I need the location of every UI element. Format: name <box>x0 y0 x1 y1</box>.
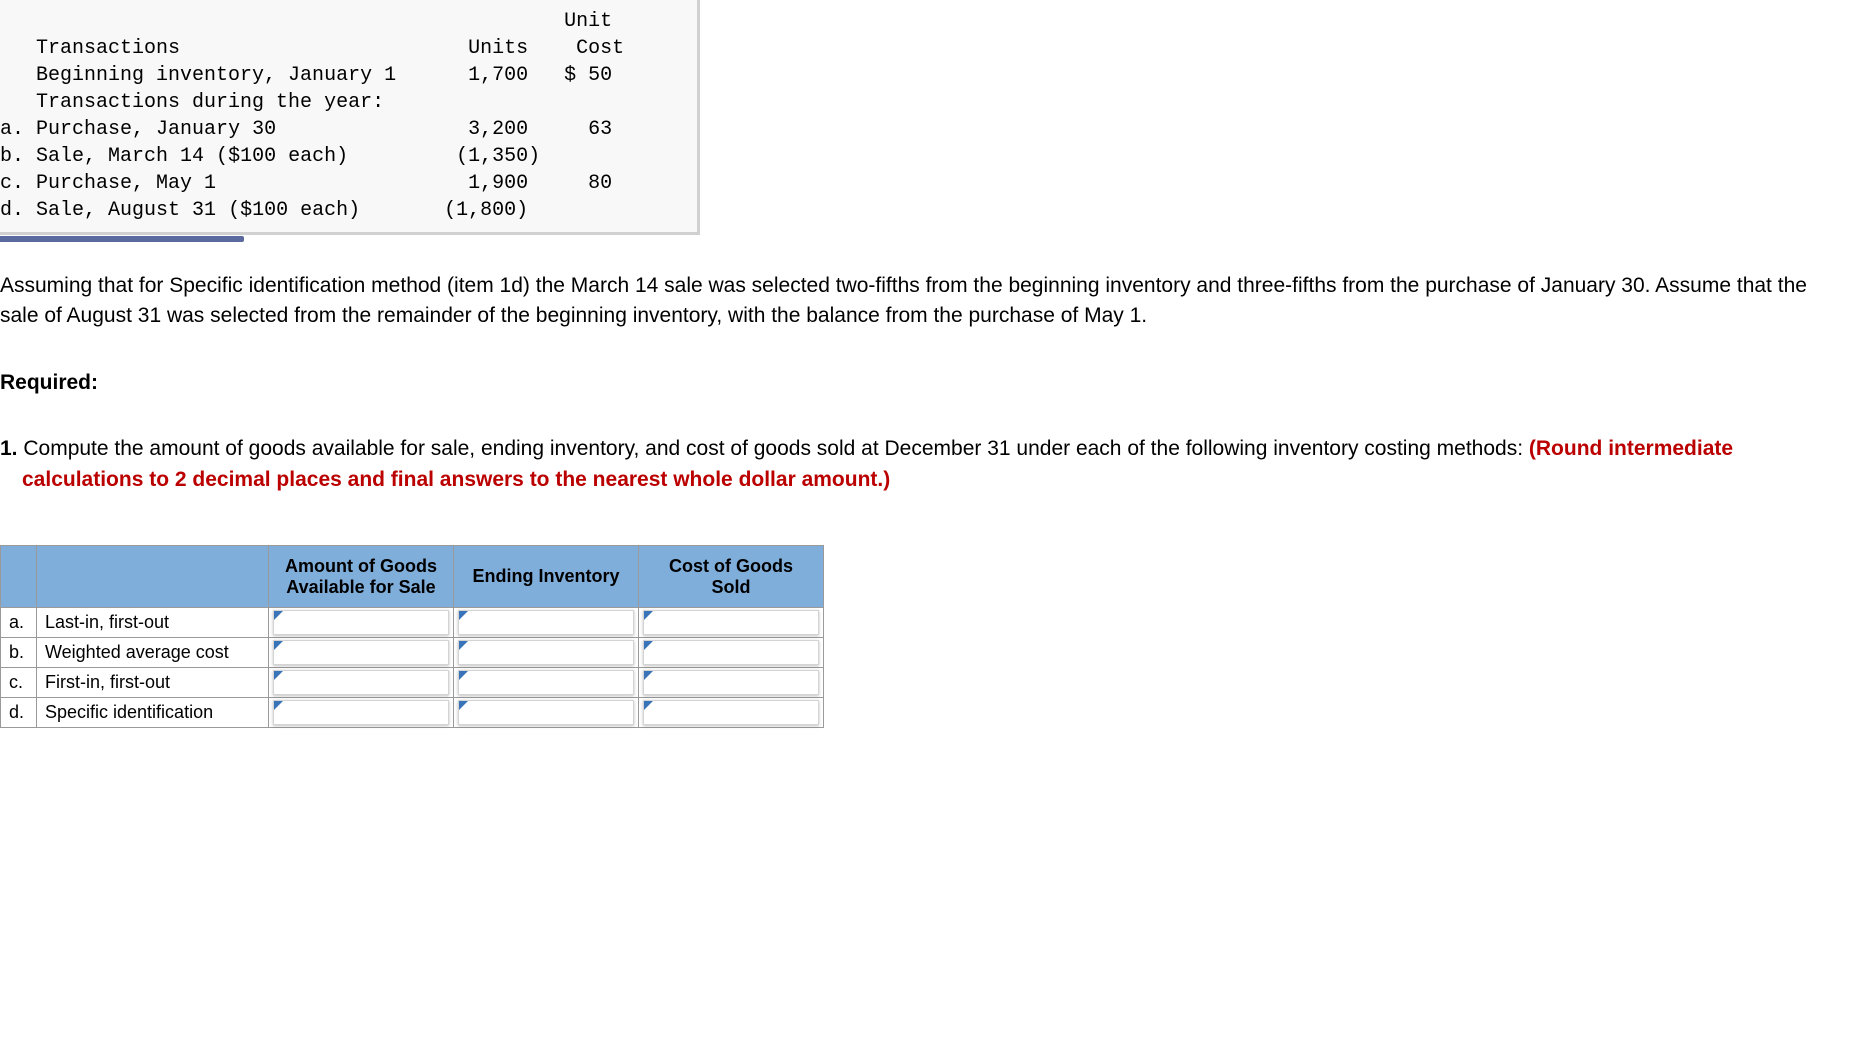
row-desc: Purchase, January 30 <box>36 118 276 141</box>
row-letter: c. <box>1 668 37 698</box>
answer-input-cell[interactable] <box>639 698 824 728</box>
row-letter: c. <box>0 172 24 195</box>
row-units: 1,900 <box>468 172 528 195</box>
row-units: 1,700 <box>468 64 528 87</box>
row-desc: Transactions during the year: <box>36 91 384 114</box>
header-cost: Cost <box>576 37 624 60</box>
answer-input-cell[interactable] <box>454 668 639 698</box>
answer-input[interactable] <box>643 670 819 695</box>
row-desc: Sale, March 14 ($100 each) <box>36 145 348 168</box>
header-blank-2 <box>37 546 269 608</box>
question-1: 1. Compute the amount of goods available… <box>0 434 1850 495</box>
header-blank-1 <box>1 546 37 608</box>
table-row: b.Weighted average cost <box>1 638 824 668</box>
assumption-paragraph: Assuming that for Specific identificatio… <box>0 271 1850 332</box>
col-header-cogs: Cost of Goods Sold <box>639 546 824 608</box>
question-text: Compute the amount of goods available fo… <box>23 437 1529 460</box>
answer-input-cell[interactable] <box>269 698 454 728</box>
row-desc: Purchase, May 1 <box>36 172 216 195</box>
row-cost: 80 <box>588 172 612 195</box>
question-number: 1. <box>0 437 18 460</box>
row-desc: Beginning inventory, January 1 <box>36 64 396 87</box>
col-header-available: Amount of Goods Available for Sale <box>269 546 454 608</box>
answer-input-cell[interactable] <box>269 608 454 638</box>
row-letter: a. <box>1 608 37 638</box>
table-row: c.First-in, first-out <box>1 668 824 698</box>
row-letter: d. <box>1 698 37 728</box>
table-row: d.Specific identification <box>1 698 824 728</box>
answer-input-cell[interactable] <box>639 638 824 668</box>
answer-input-cell[interactable] <box>454 608 639 638</box>
row-method: First-in, first-out <box>37 668 269 698</box>
row-method: Specific identification <box>37 698 269 728</box>
answer-input[interactable] <box>458 640 634 665</box>
row-method: Last-in, first-out <box>37 608 269 638</box>
answer-input-cell[interactable] <box>454 698 639 728</box>
answer-input-cell[interactable] <box>269 638 454 668</box>
answer-input[interactable] <box>273 670 449 695</box>
row-units: (1,350) <box>456 145 540 168</box>
row-cost: 63 <box>588 118 612 141</box>
answer-input[interactable] <box>273 700 449 725</box>
transactions-table: Unit Transactions Units Cost Beginning i… <box>0 0 700 235</box>
table-row: a.Last-in, first-out <box>1 608 824 638</box>
row-cost: $ 50 <box>564 64 612 87</box>
row-letter: b. <box>1 638 37 668</box>
row-units: 3,200 <box>468 118 528 141</box>
row-desc: Sale, August 31 ($100 each) <box>36 199 360 222</box>
col-header-ending: Ending Inventory <box>454 546 639 608</box>
answer-input-cell[interactable] <box>269 668 454 698</box>
row-letter: d. <box>0 199 24 222</box>
answer-input-cell[interactable] <box>454 638 639 668</box>
answer-input[interactable] <box>458 610 634 635</box>
answer-input[interactable] <box>458 700 634 725</box>
answer-table: Amount of Goods Available for Sale Endin… <box>0 545 824 728</box>
answer-input[interactable] <box>643 610 819 635</box>
row-method: Weighted average cost <box>37 638 269 668</box>
answer-input[interactable] <box>458 670 634 695</box>
answer-input[interactable] <box>273 610 449 635</box>
answer-input-cell[interactable] <box>639 668 824 698</box>
row-units: (1,800) <box>444 199 528 222</box>
header-units: Units <box>468 37 528 60</box>
answer-input[interactable] <box>643 640 819 665</box>
header-transactions: Transactions <box>36 37 180 60</box>
header-unit: Unit <box>564 10 612 33</box>
answer-input-cell[interactable] <box>639 608 824 638</box>
row-letter: a. <box>0 118 24 141</box>
answer-input[interactable] <box>273 640 449 665</box>
required-label: Required: <box>0 368 1850 398</box>
row-letter: b. <box>0 145 24 168</box>
answer-input[interactable] <box>643 700 819 725</box>
